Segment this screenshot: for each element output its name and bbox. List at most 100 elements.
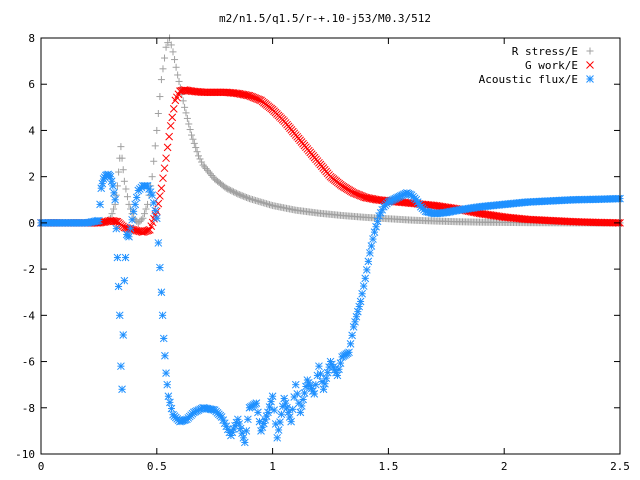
data-point xyxy=(179,97,187,105)
legend-marker xyxy=(586,61,594,69)
data-point xyxy=(113,253,122,262)
data-point xyxy=(157,76,165,84)
x-tick-label: 0 xyxy=(38,460,45,473)
data-point xyxy=(156,192,164,200)
data-point xyxy=(98,179,107,188)
data-point xyxy=(240,192,248,200)
data-point xyxy=(110,205,118,213)
data-point xyxy=(189,135,197,143)
data-point xyxy=(264,408,272,417)
data-point xyxy=(238,192,246,200)
data-point xyxy=(159,174,167,183)
data-point xyxy=(148,173,156,181)
data-point xyxy=(186,126,194,134)
y-tick-label: 0 xyxy=(28,217,35,230)
data-point xyxy=(319,385,328,394)
data-point xyxy=(126,224,135,233)
data-point xyxy=(231,189,239,197)
plot-points xyxy=(37,34,624,447)
data-point xyxy=(287,417,295,426)
data-point xyxy=(194,152,202,160)
data-point xyxy=(151,206,160,215)
y-tick-label: 8 xyxy=(28,32,35,45)
data-point xyxy=(152,214,161,223)
data-point xyxy=(128,215,136,224)
series-acoustic-flux-e xyxy=(37,170,624,447)
data-point xyxy=(157,184,166,193)
legend-label: R stress/E xyxy=(512,45,578,58)
data-point xyxy=(285,413,294,421)
data-point xyxy=(110,217,119,226)
data-point xyxy=(232,189,240,197)
data-point xyxy=(265,403,274,411)
legend-marker xyxy=(586,47,594,55)
data-point xyxy=(361,274,370,283)
data-point xyxy=(276,418,284,426)
data-point xyxy=(321,379,329,388)
data-point xyxy=(270,406,278,414)
data-point xyxy=(118,154,126,162)
data-point xyxy=(112,224,121,233)
data-point xyxy=(139,228,147,236)
data-point xyxy=(224,185,232,193)
chart-title: m2/n1.5/q1.5/r-+.10-j53/M0.3/512 xyxy=(219,12,431,25)
data-point xyxy=(132,193,141,202)
data-point xyxy=(370,228,379,236)
data-point xyxy=(183,114,191,122)
data-point xyxy=(291,380,300,389)
data-point xyxy=(293,390,302,398)
x-tick-label: 0.5 xyxy=(147,460,167,473)
data-point xyxy=(353,307,362,316)
data-point xyxy=(167,404,176,413)
data-point xyxy=(167,41,175,49)
legend-marker xyxy=(586,75,594,83)
data-point xyxy=(106,172,115,181)
data-point xyxy=(311,380,320,389)
data-point xyxy=(136,217,144,225)
data-point xyxy=(169,48,177,56)
data-point xyxy=(140,210,148,218)
data-point xyxy=(315,362,323,371)
data-point xyxy=(160,164,169,173)
data-point xyxy=(284,408,293,417)
data-point xyxy=(333,371,342,380)
data-point xyxy=(240,438,249,447)
data-point xyxy=(125,232,133,241)
data-point xyxy=(159,65,167,73)
data-point xyxy=(119,331,128,339)
data-point xyxy=(280,394,289,403)
data-point xyxy=(346,339,355,348)
data-point xyxy=(118,385,126,394)
data-point xyxy=(157,288,166,297)
data-point xyxy=(171,56,179,64)
data-point xyxy=(235,191,243,199)
data-point xyxy=(367,242,376,250)
y-tick-label: -8 xyxy=(22,402,35,415)
y-tick-label: -10 xyxy=(15,448,35,461)
data-point xyxy=(349,323,358,331)
data-point xyxy=(241,193,249,201)
y-tick-label: -6 xyxy=(22,356,35,369)
y-tick-label: 2 xyxy=(28,171,35,184)
data-point xyxy=(296,408,305,417)
data-point xyxy=(206,170,214,178)
data-point xyxy=(123,193,131,201)
data-point xyxy=(139,214,147,222)
data-point xyxy=(235,420,244,428)
data-point xyxy=(359,282,368,290)
data-point xyxy=(153,126,161,134)
data-point xyxy=(119,166,127,174)
data-point xyxy=(196,155,204,163)
data-point xyxy=(359,193,368,201)
data-point xyxy=(97,184,106,193)
data-point xyxy=(351,317,359,326)
data-point xyxy=(199,161,207,169)
data-point xyxy=(369,235,377,243)
data-point xyxy=(188,131,196,139)
plot-frame xyxy=(40,37,621,455)
data-point xyxy=(166,398,174,407)
data-point xyxy=(120,223,129,232)
data-point xyxy=(110,188,118,197)
data-point xyxy=(225,186,233,194)
data-point xyxy=(299,395,308,404)
